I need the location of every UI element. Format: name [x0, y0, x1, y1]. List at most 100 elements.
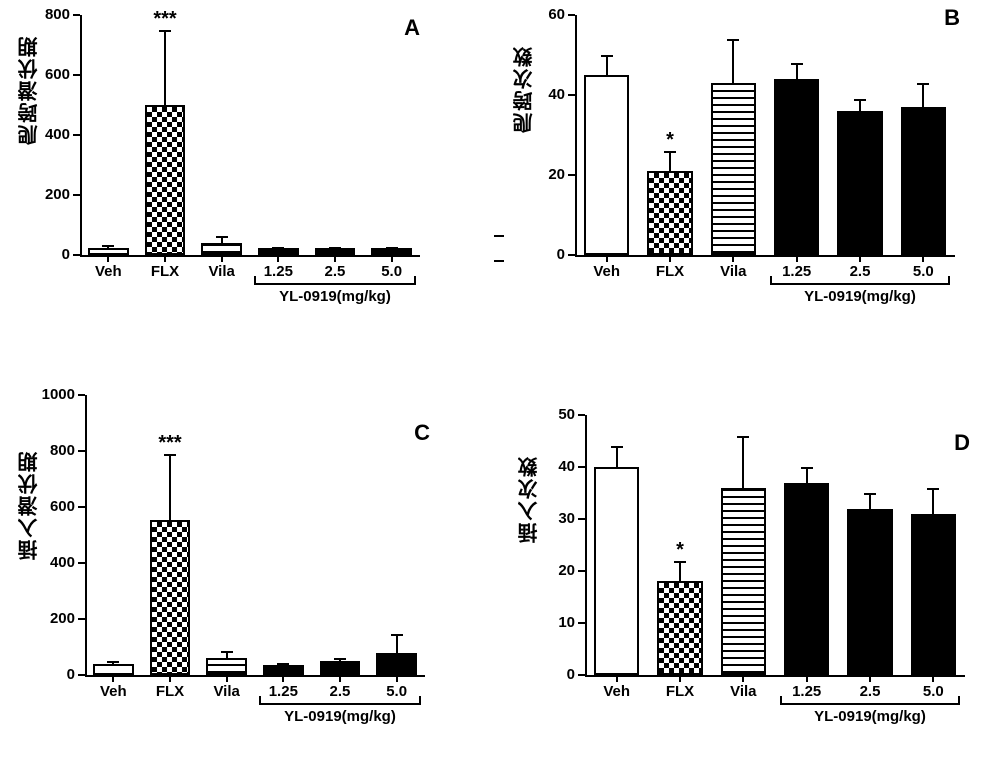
group-bracket-end — [259, 696, 261, 704]
bar-flx — [145, 105, 186, 255]
figure: A 爬跨潜伏期 0200400600800Veh***FLXVila1.252.… — [0, 0, 1000, 773]
panel-d: D 插入次数 01020304050Veh*FLXVila1.252.55.0Y… — [500, 375, 990, 755]
x-tick — [869, 675, 871, 682]
x-tick-label: 1.25 — [775, 683, 838, 700]
group-bracket-end — [770, 276, 772, 284]
group-label: YL-0919(mg/kg) — [780, 708, 960, 725]
group-bracket-end — [254, 276, 256, 284]
y-tick-label: 800 — [25, 6, 70, 23]
bar-2.5 — [320, 661, 361, 675]
errorbar — [742, 436, 744, 488]
errorbar — [396, 634, 398, 652]
x-tick-label: Veh — [575, 263, 638, 280]
x-tick-label: FLX — [142, 683, 199, 700]
x-tick — [679, 675, 681, 682]
errorbar-cap — [927, 488, 939, 490]
x-tick-label: 2.5 — [828, 263, 891, 280]
group-label: YL-0919(mg/kg) — [259, 708, 421, 725]
errorbar — [932, 488, 934, 514]
significance-marker: *** — [145, 8, 185, 31]
bar-1.25 — [263, 665, 304, 675]
group-bracket — [254, 283, 416, 285]
x-tick-label: 2.5 — [312, 683, 369, 700]
y-tick-label: 50 — [530, 406, 575, 423]
bar-5.0 — [376, 653, 417, 675]
group-bracket — [780, 703, 960, 705]
group-bracket — [259, 703, 421, 705]
x-axis — [585, 675, 965, 677]
x-tick — [112, 675, 114, 682]
errorbar — [169, 454, 171, 520]
panel-b: B 爬跨次数 0204060Veh*FLXVila1.252.55.0YL-09… — [500, 5, 990, 335]
y-tick — [78, 394, 85, 396]
x-tick-label: 1.25 — [765, 263, 828, 280]
bar-flx — [657, 581, 703, 675]
bar-flx — [647, 171, 693, 255]
x-tick-label: FLX — [638, 263, 701, 280]
y-tick — [78, 506, 85, 508]
errorbar-cap — [329, 247, 341, 249]
y-tick — [73, 74, 80, 76]
y-tick-label: 0 — [25, 246, 70, 263]
errorbar — [806, 467, 808, 483]
x-tick-label: 5.0 — [892, 263, 955, 280]
errorbar-cap — [102, 245, 114, 247]
errorbar — [869, 493, 871, 509]
y-tick — [578, 466, 585, 468]
y-tick — [73, 254, 80, 256]
errorbar — [732, 39, 734, 83]
x-tick — [339, 675, 341, 682]
y-tick-label: 400 — [30, 554, 75, 571]
errorbar-cap — [864, 493, 876, 495]
bar-5.0 — [901, 107, 947, 255]
x-tick — [226, 675, 228, 682]
significance-marker: *** — [150, 432, 190, 455]
bar-5.0 — [911, 514, 957, 675]
bar-flx — [150, 520, 191, 675]
y-tick — [568, 94, 575, 96]
x-tick-label: 2.5 — [307, 263, 364, 280]
y-tick-label: 0 — [520, 246, 565, 263]
artifact-mark — [494, 260, 504, 262]
x-tick — [282, 675, 284, 682]
y-tick — [78, 674, 85, 676]
x-tick-label: 1.25 — [250, 263, 307, 280]
bar-veh — [594, 467, 640, 675]
y-tick-label: 20 — [530, 562, 575, 579]
errorbar-cap — [107, 661, 119, 663]
y-tick-label: 0 — [530, 666, 575, 683]
x-axis — [575, 255, 955, 257]
y-tick — [73, 194, 80, 196]
y-axis — [85, 395, 87, 675]
bar-veh — [584, 75, 630, 255]
bar-veh — [93, 664, 134, 675]
y-tick — [568, 254, 575, 256]
errorbar-cap — [386, 247, 398, 249]
x-tick-label: 5.0 — [368, 683, 425, 700]
y-tick — [578, 674, 585, 676]
errorbar-cap — [801, 467, 813, 469]
x-tick — [277, 255, 279, 262]
group-bracket-end — [414, 276, 416, 284]
x-tick-label: FLX — [137, 263, 194, 280]
y-axis — [585, 415, 587, 675]
x-tick — [391, 255, 393, 262]
x-tick — [796, 255, 798, 262]
group-label: YL-0919(mg/kg) — [254, 288, 416, 305]
errorbar — [606, 55, 608, 75]
bar-2.5 — [315, 248, 356, 255]
errorbar-cap — [221, 651, 233, 653]
x-tick — [221, 255, 223, 262]
bar-1.25 — [258, 248, 299, 255]
x-tick — [806, 675, 808, 682]
errorbar-cap — [737, 436, 749, 438]
plot-b: 0204060Veh*FLXVila1.252.55.0YL-0919(mg/k… — [575, 15, 955, 255]
x-tick-label: Veh — [80, 263, 137, 280]
bar-vila — [721, 488, 767, 675]
y-axis — [80, 15, 82, 255]
y-tick-label: 0 — [30, 666, 75, 683]
significance-marker: * — [650, 129, 690, 152]
significance-marker: * — [660, 539, 700, 562]
errorbar-cap — [791, 63, 803, 65]
y-tick — [78, 618, 85, 620]
